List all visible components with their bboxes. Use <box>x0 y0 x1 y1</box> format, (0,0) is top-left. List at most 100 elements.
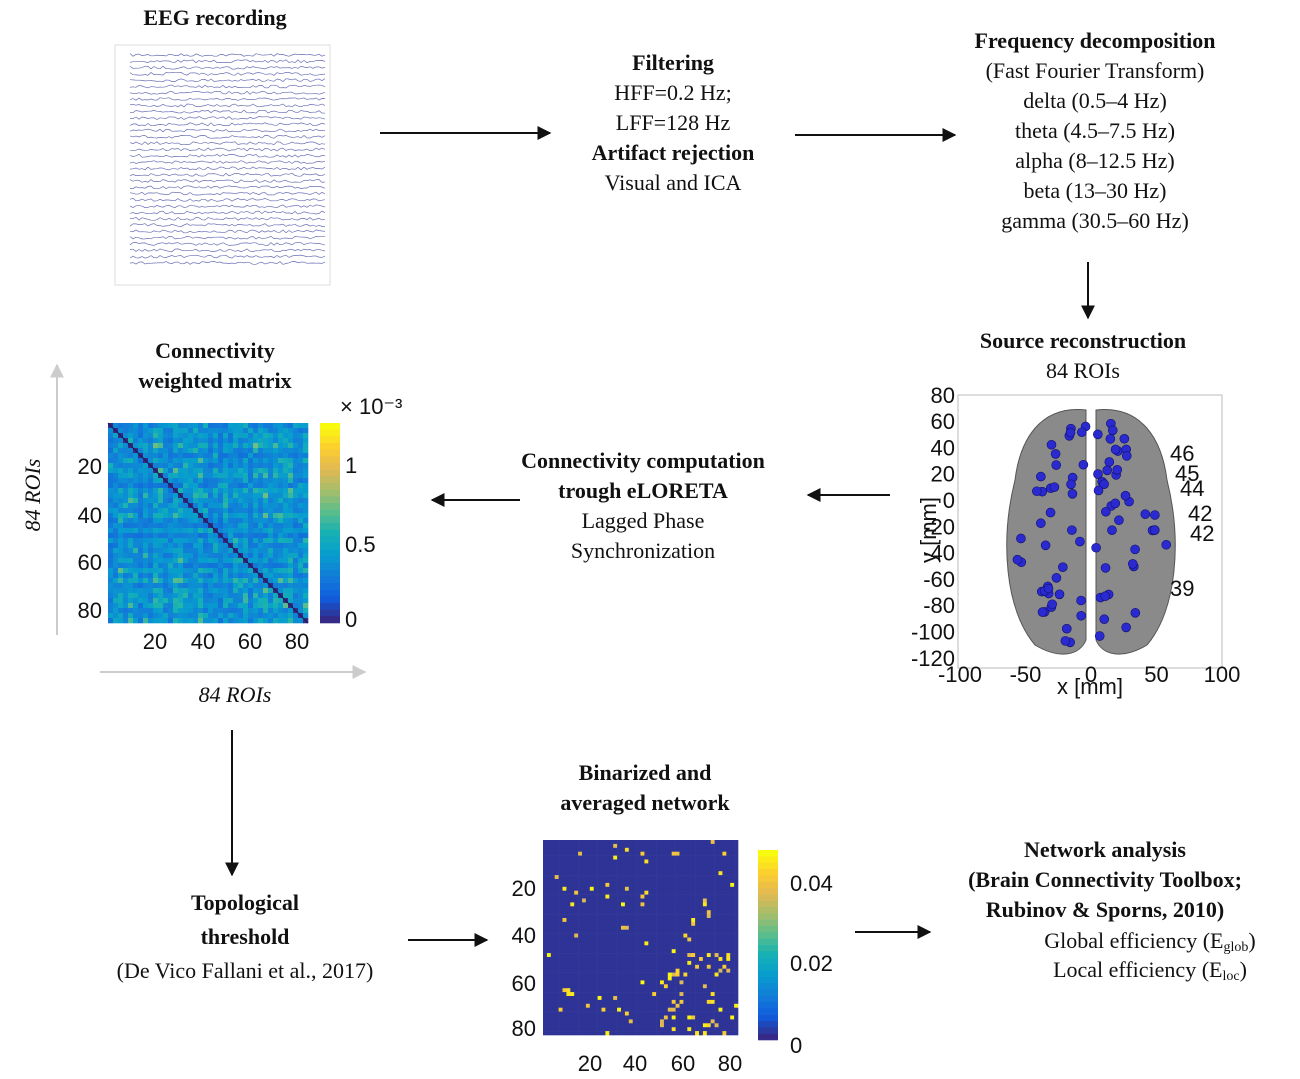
matrix-cell <box>711 844 715 848</box>
matrix-cell <box>664 941 668 945</box>
matrix-cell <box>263 608 268 613</box>
matrix-cell <box>637 996 641 1000</box>
matrix-cell <box>547 922 551 926</box>
matrix-cell <box>722 895 726 899</box>
matrix-cell <box>143 523 148 528</box>
matrix-cell <box>719 852 723 856</box>
matrix-cell <box>644 844 648 848</box>
matrix-cell <box>683 1012 687 1016</box>
matrix-cell <box>198 493 203 498</box>
matrix-cell <box>707 930 711 934</box>
matrix-cell <box>660 934 664 938</box>
title: Rubinov & Sporns, 2010) <box>986 897 1224 922</box>
matrix-cell <box>555 1019 559 1023</box>
matrix-cell <box>178 578 183 583</box>
matrix-cell <box>617 1019 621 1023</box>
colorbar <box>320 523 340 530</box>
matrix-cell <box>258 603 263 608</box>
matrix-cell <box>672 941 676 945</box>
matrix-cell <box>163 598 168 603</box>
matrix-cell <box>298 533 303 538</box>
matrix-cell <box>158 508 163 513</box>
matrix-cell <box>594 852 598 856</box>
matrix-cell <box>168 498 173 503</box>
matrix-cell <box>238 603 243 608</box>
matrix-cell <box>734 902 738 906</box>
matrix-cell <box>605 871 609 875</box>
matrix-cell <box>303 513 308 518</box>
matrix-cell <box>586 1004 590 1008</box>
matrix-cell <box>547 887 551 891</box>
matrix-cell <box>590 852 594 856</box>
matrix-cell <box>613 992 617 996</box>
matrix-cell <box>715 980 719 984</box>
matrix-cell <box>613 860 617 864</box>
matrix-cell <box>644 965 648 969</box>
matrix-cell <box>288 443 293 448</box>
matrix-cell <box>574 918 578 922</box>
roi-node <box>1131 608 1140 617</box>
matrix-cell <box>574 1031 578 1035</box>
matrix-cell <box>288 478 293 483</box>
matrix-cell <box>613 906 617 910</box>
matrix-cell <box>268 488 273 493</box>
matrix-cell <box>582 973 586 977</box>
matrix-cell <box>113 458 118 463</box>
matrix-cell <box>711 906 715 910</box>
matrix-cell <box>153 533 158 538</box>
matrix-cell <box>683 1031 687 1035</box>
matrix-cell <box>268 603 273 608</box>
matrix-cell <box>158 578 163 583</box>
matrix-cell <box>563 906 567 910</box>
matrix-cell <box>118 483 123 488</box>
matrix-cell <box>243 428 248 433</box>
matrix-cell <box>173 618 178 623</box>
matrix-cell <box>586 875 590 879</box>
matrix-cell <box>283 438 288 443</box>
matrix-cell <box>563 887 567 891</box>
matrix-cell <box>158 478 163 483</box>
matrix-cell <box>707 945 711 949</box>
matrix-cell <box>163 523 168 528</box>
matrix-cell <box>551 863 555 867</box>
matrix-cell <box>148 543 153 548</box>
matrix-cell <box>113 423 118 428</box>
matrix-cell <box>283 483 288 488</box>
matrix-cell <box>598 1004 602 1008</box>
matrix-cell <box>644 1004 648 1008</box>
matrix-cell <box>687 852 691 856</box>
matrix-cell <box>163 468 168 473</box>
matrix-cell <box>178 453 183 458</box>
matrix-cell <box>672 1027 676 1031</box>
matrix-cell <box>253 608 258 613</box>
matrix-cell <box>551 891 555 895</box>
matrix-cell <box>722 934 726 938</box>
matrix-cell <box>680 953 684 957</box>
matrix-cell <box>108 438 113 443</box>
matrix-cell <box>559 988 563 992</box>
matrix-cell <box>605 852 609 856</box>
matrix-cell <box>617 863 621 867</box>
matrix-cell <box>722 980 726 984</box>
matrix-cell <box>143 488 148 493</box>
matrix-cell <box>621 957 625 961</box>
matrix-cell <box>143 608 148 613</box>
matrix-cell <box>563 852 567 856</box>
matrix-cell <box>652 863 656 867</box>
matrix-cell <box>598 879 602 883</box>
matrix-cell <box>178 553 183 558</box>
matrix-cell <box>133 453 138 458</box>
matrix-cell <box>547 953 551 957</box>
matrix-cell <box>602 1016 606 1020</box>
matrix-cell <box>715 992 719 996</box>
matrix-cell <box>680 926 684 930</box>
matrix-cell <box>563 965 567 969</box>
matrix-cell <box>609 965 613 969</box>
matrix-cell <box>730 1023 734 1027</box>
matrix-cell <box>676 930 680 934</box>
matrix-cell <box>148 458 153 463</box>
matrix-cell <box>193 463 198 468</box>
matrix-cell <box>543 902 547 906</box>
matrix-cell <box>293 568 298 573</box>
matrix-cell <box>613 1000 617 1004</box>
